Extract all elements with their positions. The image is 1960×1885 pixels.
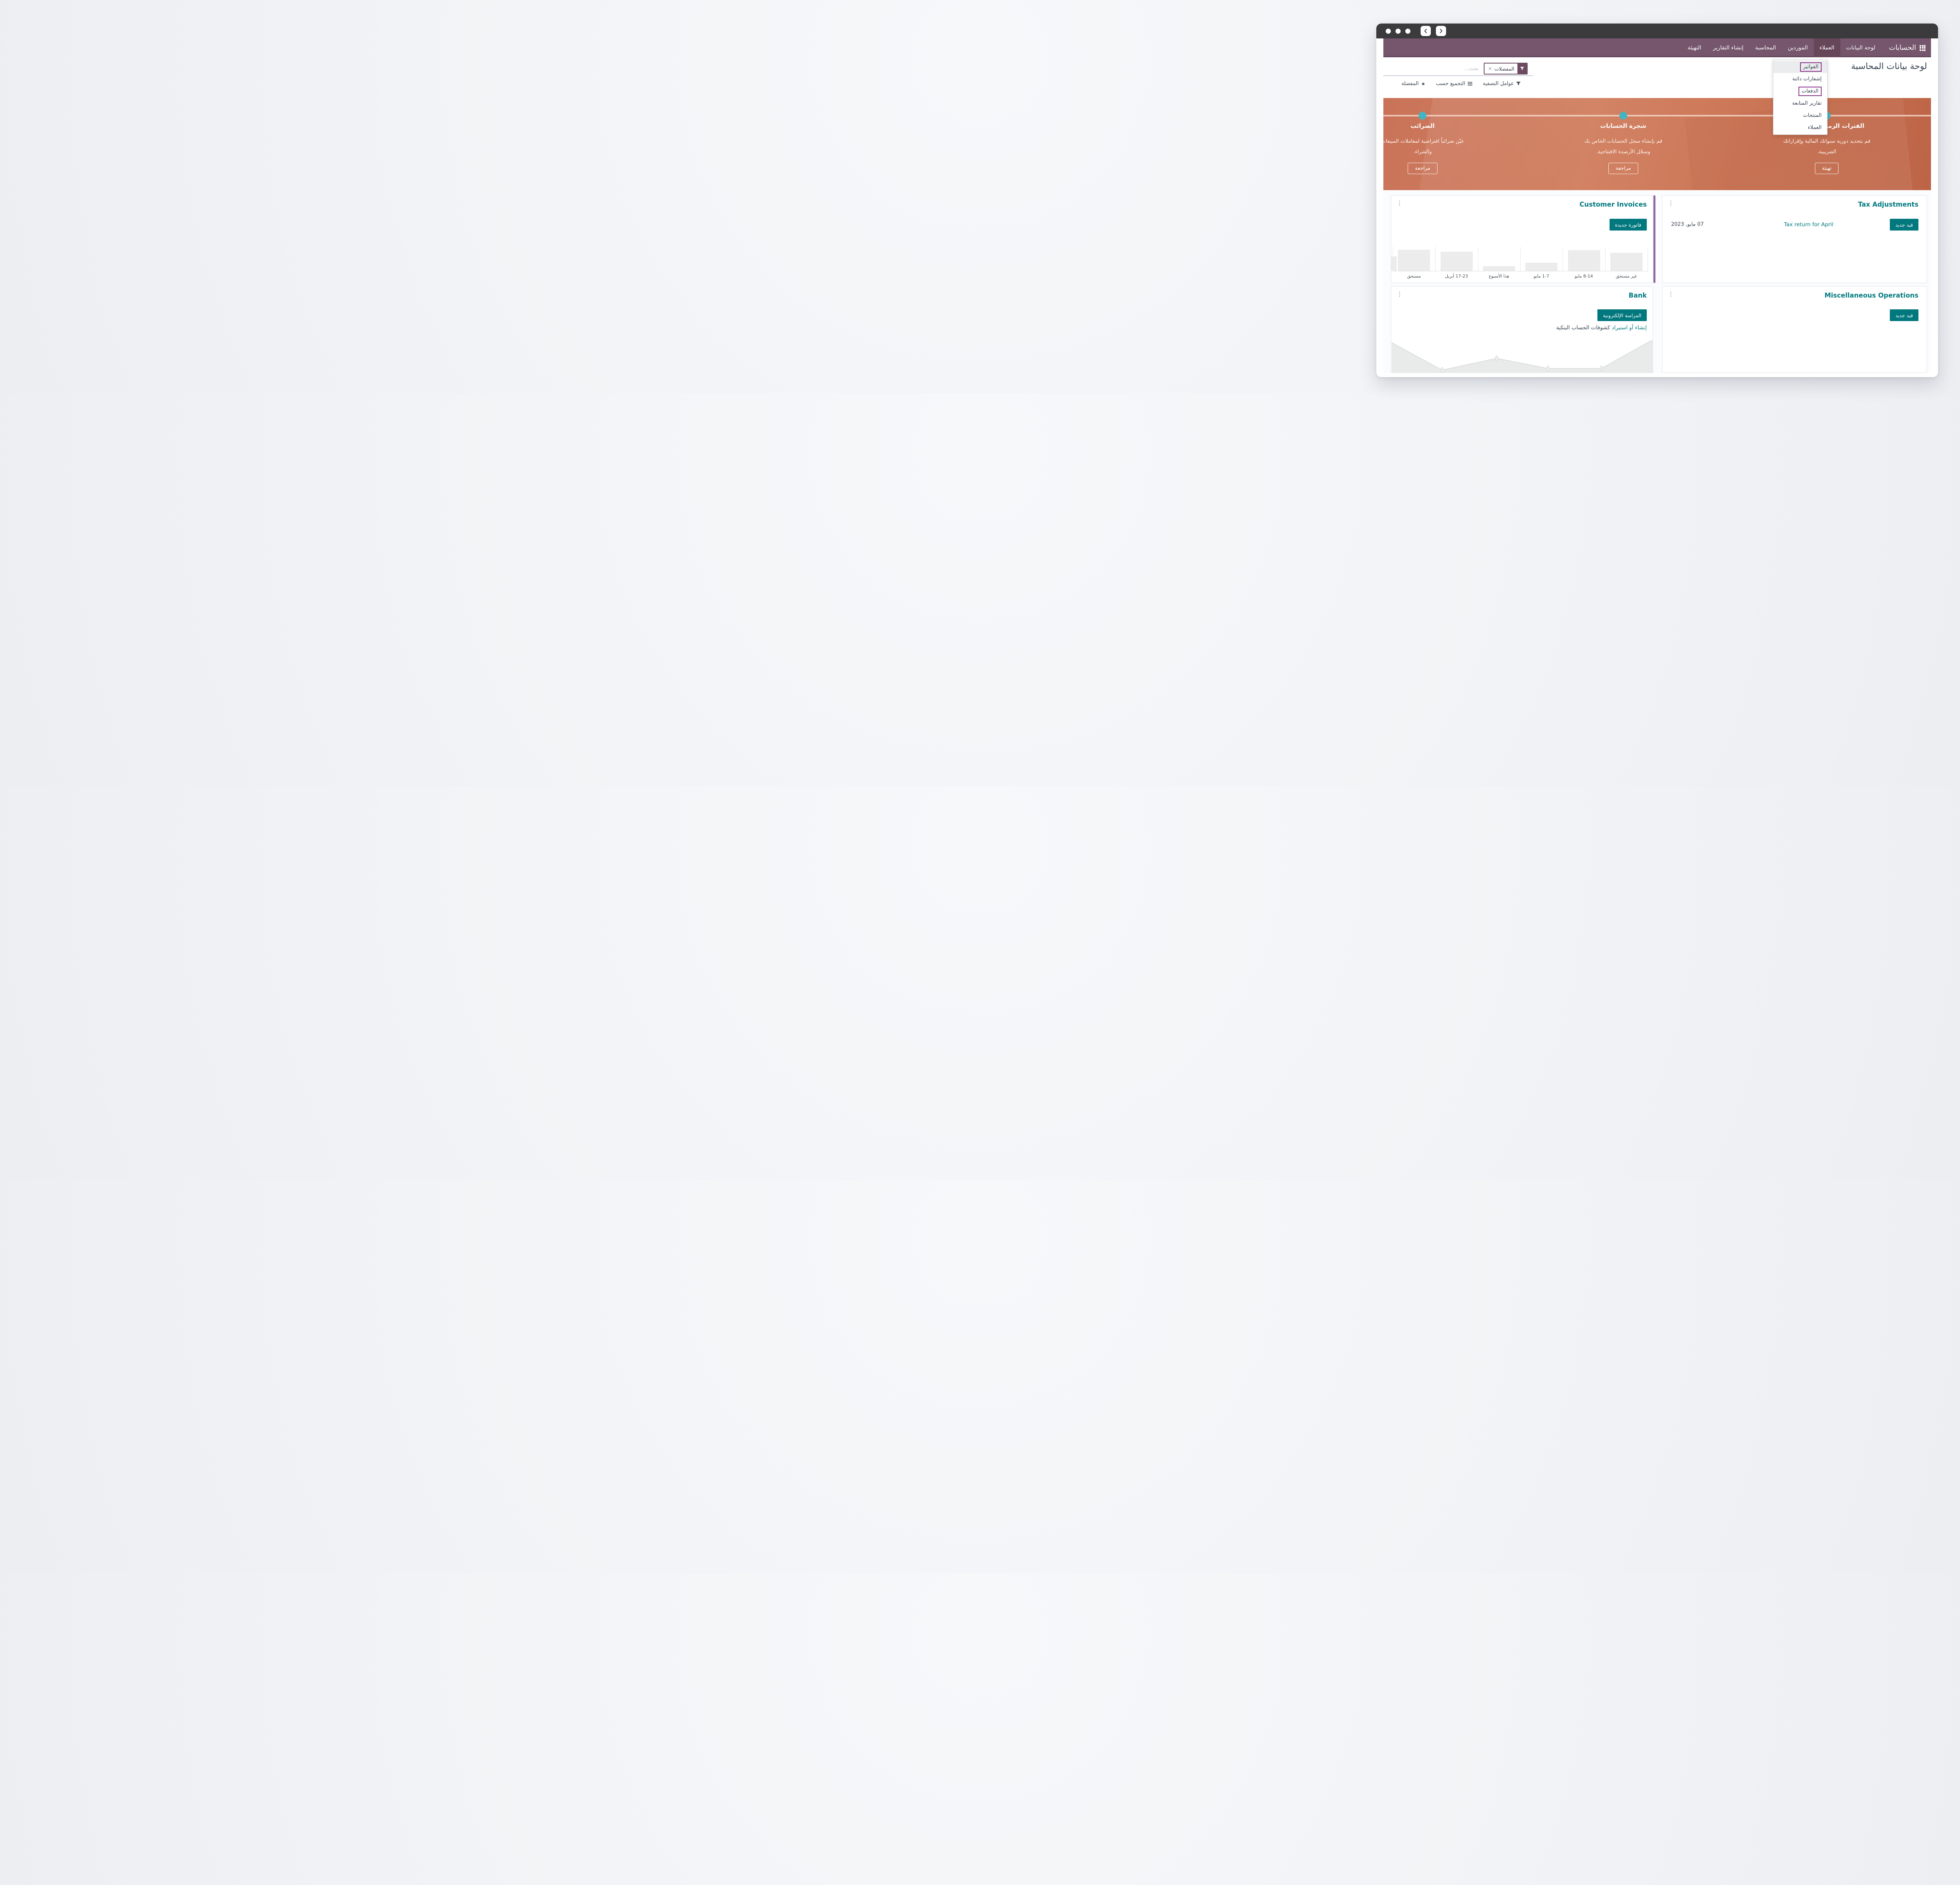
window-control-dot[interactable] xyxy=(1396,28,1401,34)
chart-marker xyxy=(1546,365,1550,372)
chart-marker xyxy=(1600,365,1603,372)
tax-return-date: 07 مايو, 2023 xyxy=(1671,222,1704,227)
dropdown-item[interactable]: العملاء xyxy=(1808,125,1822,131)
card-customer-invoices: ⋮ Customer Invoices فاتورة جديدة مستحق 17… xyxy=(1391,195,1653,283)
kebab-menu-icon[interactable]: ⋮ xyxy=(1668,291,1674,298)
card-bank: ⋮ Bank المزامنة الإلكترونية إنشاء أو است… xyxy=(1391,286,1653,373)
facet-label: المفضلات xyxy=(1494,65,1514,72)
chart-category-label: هذا الأسبوع xyxy=(1488,274,1509,279)
chart-gridline xyxy=(1520,247,1521,272)
kebab-menu-icon[interactable]: ⋮ xyxy=(1397,200,1403,207)
apps-grid-icon xyxy=(1920,45,1926,51)
card-title: Miscellaneous Operations xyxy=(1824,292,1918,299)
nav-item[interactable]: المحاسبة xyxy=(1755,45,1776,51)
onboarding-progress-line xyxy=(1383,115,1931,116)
dropdown-item[interactable]: تقارير المتابعة xyxy=(1792,100,1822,106)
chart-gridline xyxy=(1435,247,1436,272)
search-facet-favorites[interactable]: المفضلات × xyxy=(1484,63,1528,74)
nav-item[interactable]: لوحة البيانات xyxy=(1846,45,1875,51)
onboarding-step: شجرة الحسابات قم بإنشاء سجل الحسابات الخا… xyxy=(1557,98,1690,174)
create-import-link[interactable]: إنشاء أو استيراد xyxy=(1612,325,1647,331)
chart-marker xyxy=(1441,367,1444,372)
step-progress-dot xyxy=(1419,112,1426,120)
search-options-row: عوامل التصفية التجميع حسب ★ المفضلة xyxy=(1383,81,1533,87)
online-sync-button[interactable]: المزامنة الإلكترونية xyxy=(1597,309,1647,321)
step-title: الضرائب xyxy=(1410,122,1435,129)
filters-button[interactable]: عوامل التصفية xyxy=(1483,81,1521,87)
facet-remove-icon[interactable]: × xyxy=(1488,66,1492,71)
browser-back-button[interactable] xyxy=(1421,26,1431,36)
card-title: Bank xyxy=(1628,292,1647,299)
nav-item[interactable]: العملاء xyxy=(1813,38,1840,57)
tax-return-link[interactable]: Tax return for April xyxy=(1784,222,1833,228)
window-control-dot[interactable] xyxy=(1405,28,1410,34)
main-navbar: الحسابات لوحة البيانات العملاء الموردين الم… xyxy=(1383,38,1931,57)
star-icon: ★ xyxy=(1421,81,1425,87)
chart-bar[interactable] xyxy=(1610,253,1642,271)
chevron-left-icon xyxy=(1424,29,1427,33)
dropdown-item[interactable]: الفواتير xyxy=(1773,61,1827,73)
browser-forward-button[interactable] xyxy=(1436,26,1446,36)
chart-bar[interactable] xyxy=(1440,252,1473,271)
customers-dropdown-menu: الفواتير إشعارات دائنة الدفعات تقارير المتا… xyxy=(1773,60,1828,135)
step-description: قم بتحديد دورية سنواتك المالية وإقراراتك… xyxy=(1783,138,1871,155)
kebab-menu-icon[interactable]: ⋮ xyxy=(1397,291,1403,298)
nav-item[interactable]: الموردين xyxy=(1788,45,1808,51)
chart-category-label: مستحق xyxy=(1407,274,1421,279)
step-progress-dot xyxy=(1619,112,1627,120)
chart-bar[interactable] xyxy=(1483,266,1515,271)
onboarding-banner: الفترات الزمنية المحاسبيةقم بتحديد دورية… xyxy=(1383,98,1931,190)
bank-area-chart[interactable] xyxy=(1392,340,1653,372)
chart-bar[interactable] xyxy=(1568,250,1600,271)
step-description: قم بإنشاء سجل الحسابات الخاص بك وسجّل الأ… xyxy=(1584,138,1662,155)
chart-category-label: 1-7 مايو xyxy=(1534,274,1549,279)
nav-item[interactable]: التهيئة xyxy=(1688,45,1701,51)
step-title: شجرة الحسابات xyxy=(1600,122,1646,129)
chart-bar[interactable] xyxy=(1525,262,1558,271)
dropdown-item[interactable]: إشعارات دائنة xyxy=(1792,76,1822,82)
step-action-button[interactable]: مراجعة xyxy=(1408,163,1437,174)
new-entry-button[interactable]: قيد جديد xyxy=(1890,309,1918,321)
kanban-accent-bar xyxy=(1653,195,1655,283)
card-title: Customer Invoices xyxy=(1579,201,1647,208)
new-entry-button[interactable]: قيد جديد xyxy=(1890,219,1918,231)
new-invoice-button[interactable]: فاتورة جديدة xyxy=(1609,219,1647,231)
search-bar[interactable]: المفضلات × بحث... xyxy=(1383,63,1533,74)
chart-gridline xyxy=(1605,247,1606,272)
card-title: Tax Adjustments xyxy=(1858,201,1918,208)
app-window: الحسابات لوحة البيانات العملاء الموردين الم… xyxy=(1376,24,1938,377)
step-description: عيّن ضرائباً افتراضية لمعاملات المبيعات و… xyxy=(1383,138,1464,155)
nav-item[interactable]: إنشاء التقارير xyxy=(1713,45,1744,51)
card-miscellaneous-operations: ⋮ Miscellaneous Operations قيد جديد xyxy=(1662,286,1927,373)
page-title: لوحة بيانات المحاسبة xyxy=(1851,62,1927,71)
dropdown-item[interactable]: المنتجات xyxy=(1803,113,1822,118)
filter-icon xyxy=(1516,82,1521,85)
chart-marker xyxy=(1495,355,1498,361)
onboarding-step: الضرائب عيّن ضرائباً افتراضية لمعاملات ال… xyxy=(1383,98,1489,174)
favorites-button[interactable]: ★ المفضلة xyxy=(1401,81,1425,87)
chart-bar-clipped xyxy=(1391,256,1397,271)
bank-statement-hint: إنشاء أو استيراد كشوفات الحساب البنكية xyxy=(1556,325,1647,331)
step-action-button[interactable]: مراجعة xyxy=(1608,163,1638,174)
card-tax-adjustments: ⋮ Tax Adjustments قيد جديد Tax return fo… xyxy=(1662,195,1927,283)
search-input[interactable]: بحث... xyxy=(1464,65,1479,72)
app-name: الحسابات xyxy=(1889,44,1916,52)
window-control-dot[interactable] xyxy=(1386,28,1391,34)
chart-bar[interactable] xyxy=(1398,250,1430,271)
window-titlebar xyxy=(1376,24,1938,38)
chart-category-label: غير مستحق xyxy=(1615,274,1637,279)
invoices-bar-chart[interactable]: مستحق 17-23 أبريل هذا الأسبوع 1-7 مايو 8-14 … xyxy=(1391,196,1653,283)
search-underline xyxy=(1383,75,1533,76)
chevron-right-icon xyxy=(1440,29,1443,33)
apps-menu-button[interactable]: الحسابات xyxy=(1881,38,1931,57)
group-by-button[interactable]: التجميع حسب xyxy=(1436,81,1472,87)
group-by-icon xyxy=(1467,82,1472,85)
chart-category-label: 8-14 مايو xyxy=(1575,274,1593,279)
step-action-button[interactable]: تهيئة xyxy=(1815,163,1839,174)
chart-category-label: 17-23 أبريل xyxy=(1445,274,1468,279)
dropdown-item[interactable]: الدفعات xyxy=(1773,85,1827,97)
kebab-menu-icon[interactable]: ⋮ xyxy=(1668,200,1674,207)
filter-icon xyxy=(1517,64,1527,74)
